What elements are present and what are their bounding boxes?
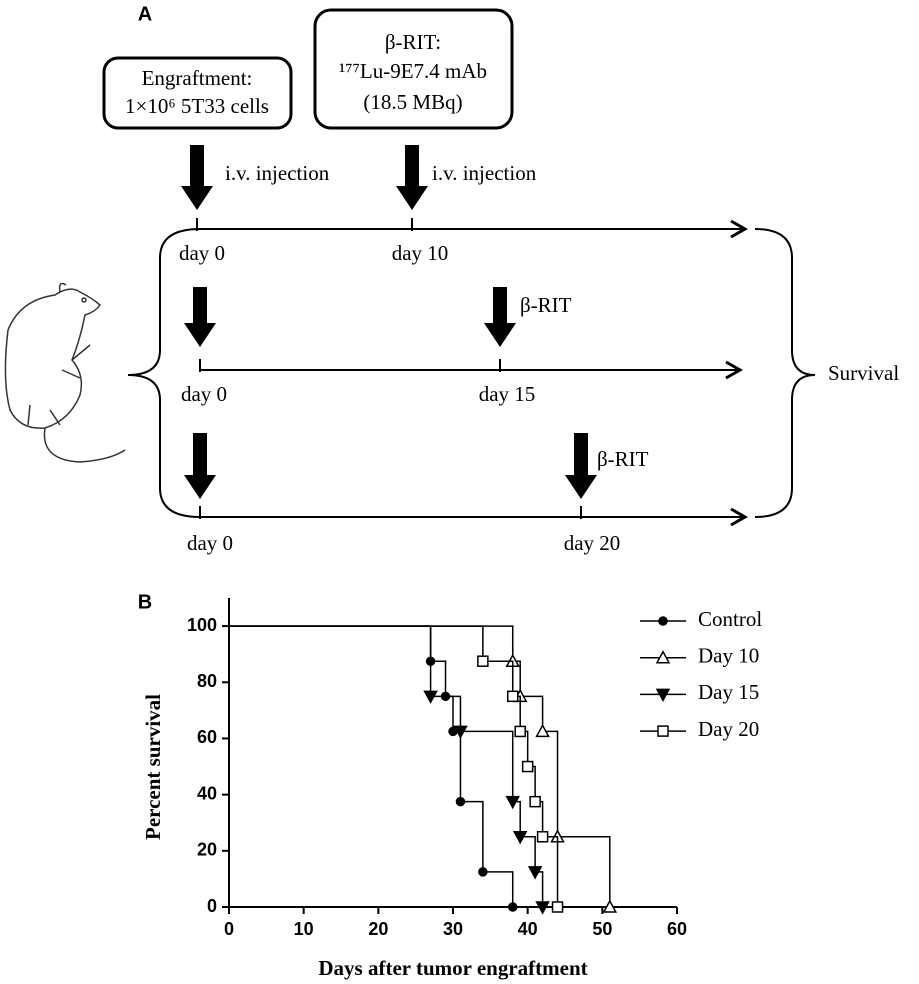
marker — [527, 866, 543, 880]
y-tick-label: 40 — [197, 783, 217, 803]
x-tick-label: 30 — [443, 919, 463, 939]
box-text: (18.5 MBq) — [363, 90, 462, 114]
day-label: day 10 — [392, 241, 449, 265]
marker — [602, 899, 618, 913]
panel-label: A — [138, 3, 152, 25]
legend-marker — [658, 616, 668, 626]
survival-curve — [229, 625, 514, 907]
y-tick-label: 100 — [187, 615, 217, 635]
x-tick-label: 60 — [667, 919, 687, 939]
timeline-arrowhead — [725, 360, 744, 380]
timeline-arrowhead — [730, 219, 749, 239]
legend-label: Day 10 — [698, 644, 759, 668]
marker — [506, 690, 519, 703]
marker — [478, 867, 488, 877]
engraftment-box — [102, 56, 293, 130]
legend-label: Control — [698, 607, 762, 631]
legend-marker — [655, 688, 671, 702]
treatment-label: β-RIT — [520, 293, 572, 317]
down-arrow — [484, 287, 516, 347]
survival-curve — [229, 625, 611, 907]
injection-label: i.v. injection — [432, 161, 537, 185]
y-axis-label: Percent survival — [141, 694, 165, 840]
down-arrow — [184, 287, 216, 347]
legend-label: Day 15 — [698, 680, 759, 704]
y-tick-label: 80 — [197, 671, 217, 691]
marker — [521, 760, 534, 773]
x-tick-label: 20 — [368, 919, 388, 939]
x-axis-label: Days after tumor engraftment — [318, 956, 587, 980]
outcome-label: Survival — [828, 361, 899, 385]
marker — [529, 795, 541, 808]
day-label: day 0 — [181, 382, 227, 406]
box-text: Engraftment: — [142, 66, 253, 90]
down-arrow — [396, 145, 428, 210]
box-text: ¹⁷⁷Lu-9E7.4 mAb — [339, 59, 487, 83]
treatment-label: β-RIT — [597, 447, 649, 471]
survival-curve — [229, 625, 544, 907]
timeline-arrowhead — [730, 507, 749, 527]
mouse-icon — [4, 282, 126, 463]
x-tick-label: 0 — [224, 919, 234, 939]
x-tick-label: 10 — [294, 919, 314, 939]
marker — [551, 901, 564, 913]
box-text: 1×10⁶ 5T33 cells — [125, 94, 269, 118]
marker — [514, 725, 526, 738]
y-tick-label: 0 — [207, 896, 217, 916]
y-tick-label: 60 — [197, 727, 217, 747]
day-label: day 15 — [479, 382, 536, 406]
day-label: day 20 — [564, 531, 621, 555]
y-tick-label: 20 — [197, 840, 217, 860]
down-arrow — [184, 433, 216, 499]
legend-marker — [657, 725, 669, 737]
marker — [512, 831, 528, 845]
right-brace — [754, 228, 816, 518]
x-tick-label: 50 — [592, 919, 612, 939]
down-arrow — [181, 145, 213, 210]
treatment-box — [313, 8, 514, 130]
injection-label: i.v. injection — [225, 161, 330, 185]
down-arrow — [565, 433, 597, 499]
left-brace — [127, 228, 201, 518]
marker — [453, 725, 468, 739]
legend-marker — [655, 650, 671, 664]
marker — [535, 901, 550, 915]
day-label: day 0 — [187, 531, 233, 555]
marker — [455, 796, 466, 807]
marker — [423, 690, 438, 704]
marker — [535, 723, 550, 738]
marker — [536, 831, 549, 843]
panel-label: B — [138, 591, 152, 613]
x-tick-label: 40 — [518, 919, 538, 939]
day-label: day 0 — [179, 241, 225, 265]
marker — [507, 902, 518, 912]
marker — [505, 795, 520, 810]
legend-label: Day 20 — [698, 717, 759, 741]
box-text: β-RIT: — [385, 30, 441, 54]
survival-curve — [229, 625, 559, 907]
marker — [477, 655, 489, 667]
